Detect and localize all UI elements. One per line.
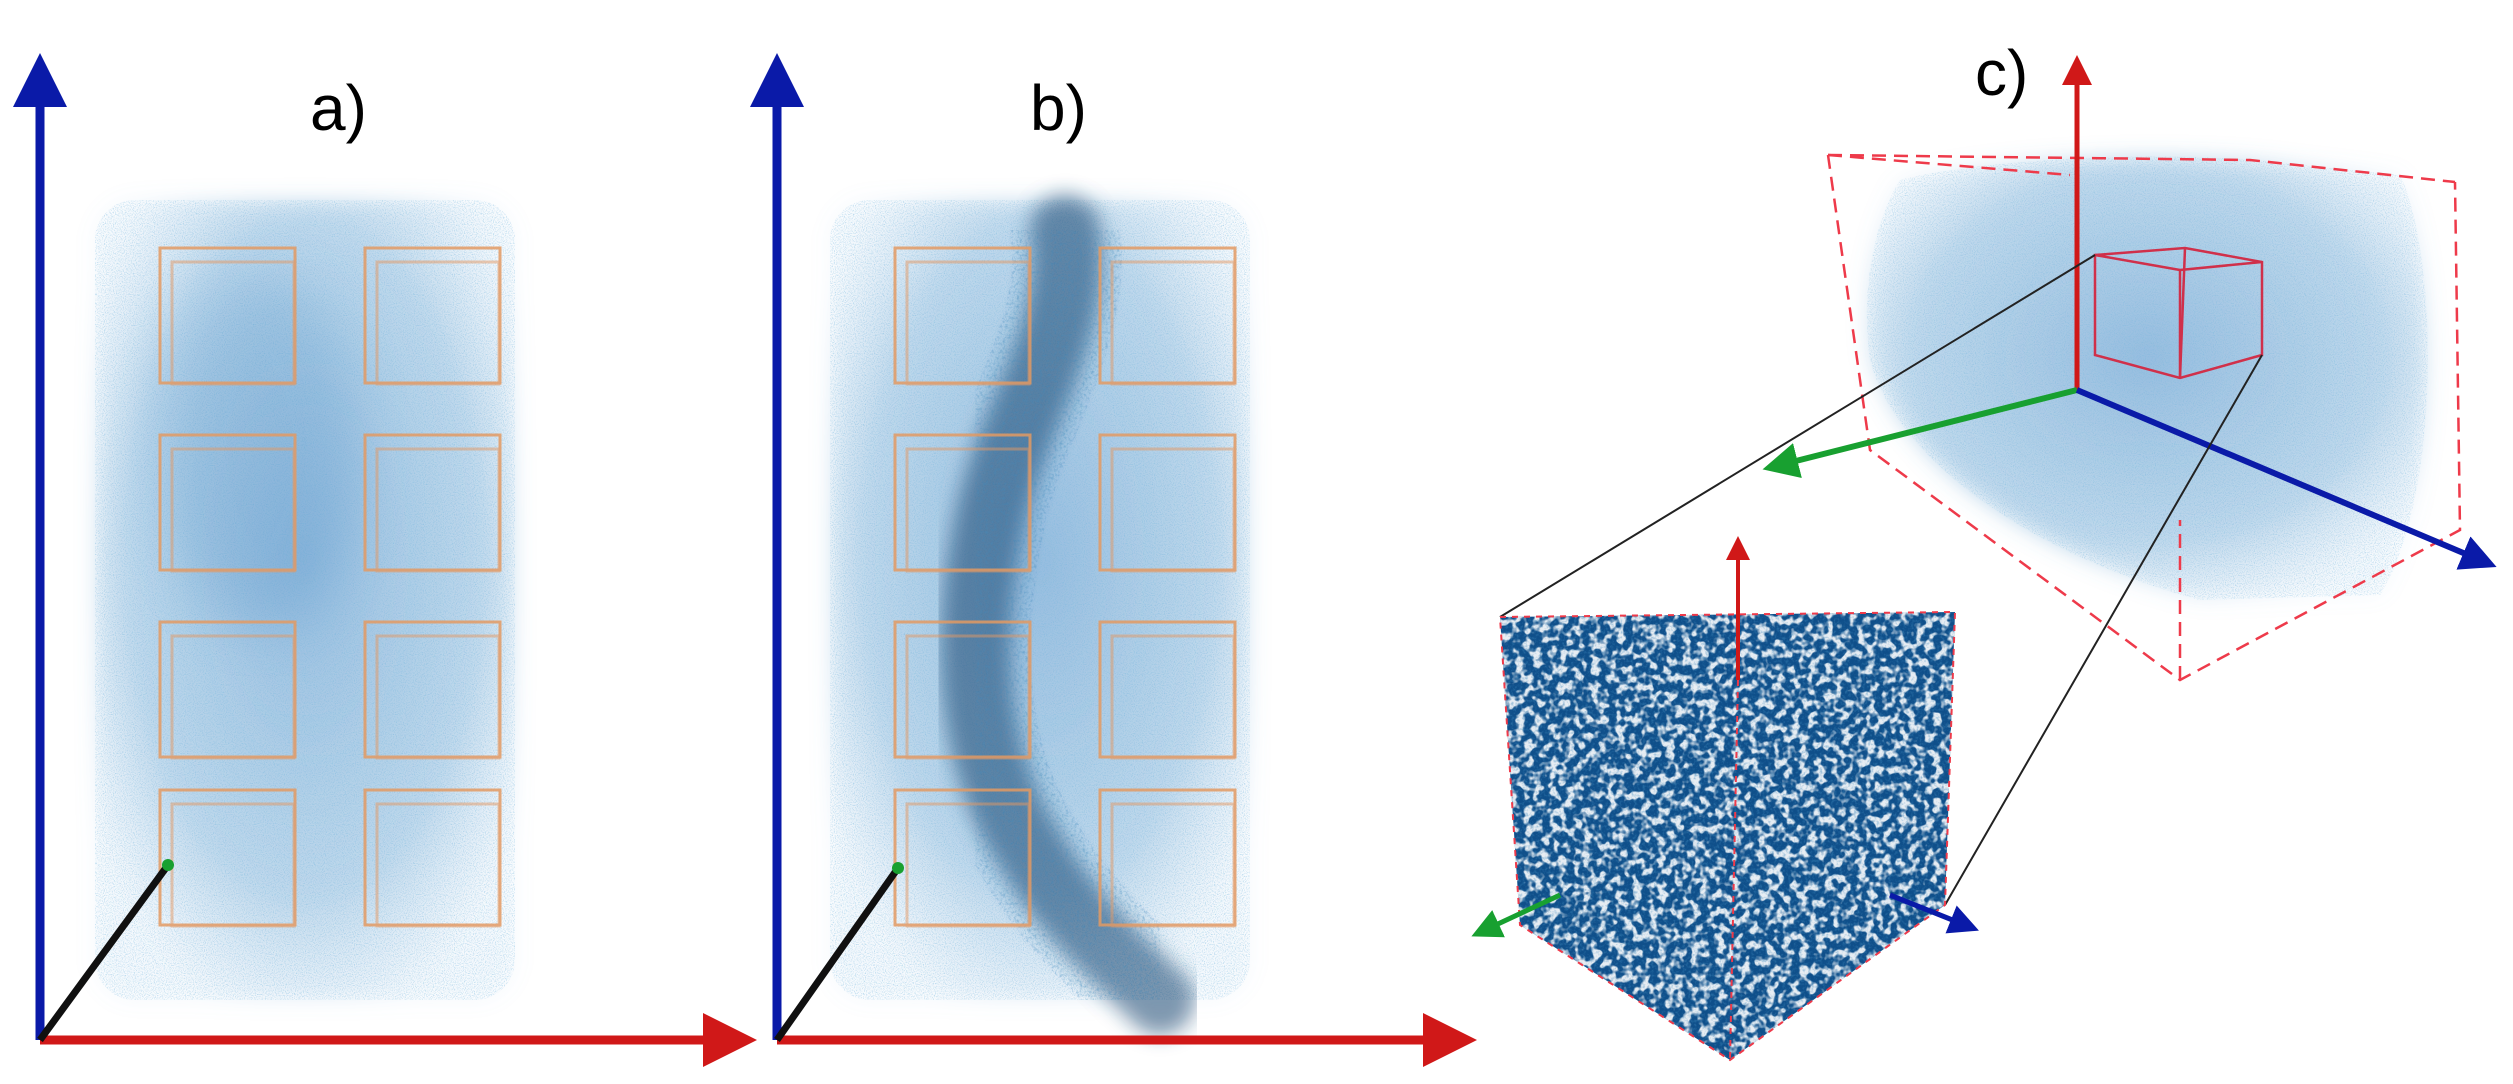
roi-box (363, 788, 502, 928)
roi-box (363, 433, 502, 573)
roi-box (1098, 246, 1237, 386)
horizontal-axis-arrow-icon (1889, 892, 1979, 934)
volume-sample-a (95, 200, 515, 1000)
roi-box (893, 246, 1032, 386)
roi-grid-b (893, 246, 1237, 928)
roi-box (893, 433, 1032, 573)
volume-sample-b (830, 175, 1250, 1055)
roi-box (1098, 620, 1237, 760)
axes-a (13, 53, 757, 1067)
depth-axis-arrow-icon (774, 865, 901, 1043)
roi-box (363, 246, 502, 386)
depth-axis-arrow-icon (1762, 387, 2078, 479)
panel-a: a) (13, 53, 757, 1067)
axes-b (750, 53, 1477, 1067)
roi-grid-a (158, 246, 502, 928)
roi-box (158, 433, 297, 573)
porous-cube (1499, 610, 1957, 1062)
roi-box (893, 788, 1032, 928)
panel-label-b: b) (1030, 72, 1087, 144)
roi-box (158, 246, 297, 386)
depth-axis-arrow-icon (37, 862, 171, 1043)
panel-label-a: a) (310, 72, 367, 144)
axes-c (1762, 55, 2497, 570)
roi-box (363, 620, 502, 760)
horizontal-axis-arrow-icon (2075, 387, 2497, 570)
roi-box (158, 620, 297, 760)
axes-cube (1471, 536, 1979, 938)
panel-label-c: c) (1975, 37, 2028, 109)
depth-axis-arrow-icon (1471, 892, 1562, 938)
roi-box (893, 620, 1032, 760)
roi-box (1098, 788, 1237, 928)
zoom-lines (1499, 254, 2263, 906)
bounding-box-c (1826, 153, 2462, 682)
roi-box (1098, 433, 1237, 573)
panel-c: c) (1471, 37, 2497, 1062)
panel-b: b) (750, 53, 1477, 1067)
volume-sample-c (1866, 156, 2428, 600)
